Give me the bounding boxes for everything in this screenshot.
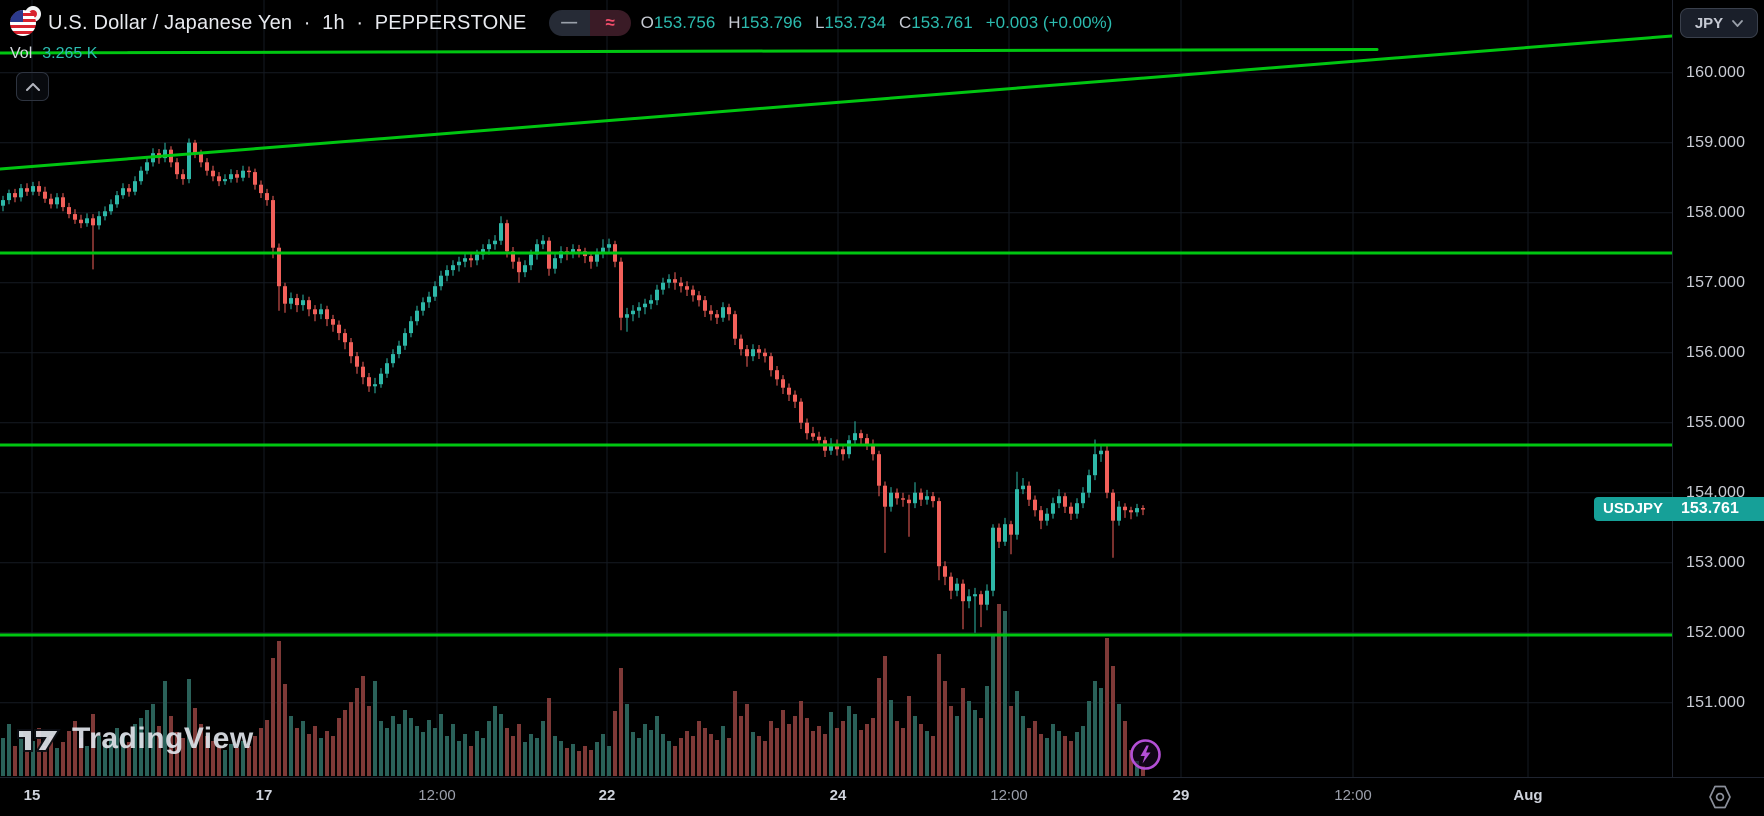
ohlc-item: L153.734 (815, 13, 886, 32)
time-scale-label: 29 (1172, 787, 1190, 804)
price-scale-label: 152.000 (1686, 623, 1746, 641)
time-scale-label: 12:00 (990, 787, 1028, 804)
price-scale-label: 151.000 (1686, 693, 1746, 711)
volume-value: 3.265 K (42, 45, 98, 62)
chart-pane[interactable] (0, 0, 1674, 777)
waves-icon[interactable]: ≈ (589, 10, 631, 36)
minus-icon[interactable]: — (548, 10, 590, 36)
currency-selector[interactable]: JPY (1680, 8, 1758, 38)
quick-action-lightning-button[interactable] (1129, 738, 1162, 771)
symbol-price-tag: USDJPY (1594, 497, 1673, 521)
volume-readout: Vol 3.265 K (10, 45, 97, 63)
symbol-title[interactable]: U.S. Dollar / Japanese Yen · 1h · PEPPER… (48, 11, 527, 34)
tradingview-logo-icon (17, 729, 61, 752)
time-scale[interactable]: 15 17 12:00 22 24 12:00 29 12:00 Aug (0, 777, 1764, 816)
chart-legend: U.S. Dollar / Japanese Yen · 1h · PEPPER… (10, 6, 1113, 38)
last-price-tag: 153.761 (1672, 497, 1764, 521)
ohlc-item: O153.756 (640, 13, 716, 32)
ohlc-item: H153.796 (728, 13, 803, 32)
price-scale-label: 159.000 (1686, 133, 1746, 151)
price-scale[interactable]: 160.000 159.000 158.000 157.000 156.000 155.0… (1672, 0, 1764, 777)
timezone-settings-button[interactable] (1706, 784, 1734, 810)
price-scale-label: 158.000 (1686, 203, 1746, 221)
indicator-toggle-pill[interactable]: — ≈ (548, 10, 631, 36)
price-scale-label: 153.000 (1686, 553, 1746, 571)
time-scale-label: Aug (1513, 787, 1543, 804)
price-change: +0.003 (+0.00%) (985, 13, 1113, 32)
tradingview-watermark: TradingView (15, 722, 254, 756)
price-scale-label: 156.000 (1686, 343, 1746, 361)
watermark-text: TradingView (72, 722, 254, 755)
exchange-label: PEPPERSTONE (374, 11, 527, 34)
price-scale-label: 154.000 (1686, 483, 1746, 501)
volume-label: Vol (10, 45, 33, 62)
price-scale-label: 157.000 (1686, 273, 1746, 291)
time-scale-label: 15 (23, 787, 41, 804)
usdjpy-flag-icon (10, 6, 41, 38)
currency-label: JPY (1694, 14, 1724, 32)
lightning-icon (1130, 739, 1161, 770)
ohlc-item: C153.761 (898, 13, 973, 32)
interval-label: 1h (322, 11, 345, 34)
price-chart-canvas[interactable] (0, 0, 1674, 777)
ohlc-values: O153.756 H153.796 L153.734 C153.761 (641, 13, 986, 33)
time-scale-label: 12:00 (1334, 787, 1372, 804)
price-scale-label: 160.000 (1686, 63, 1746, 81)
settings-hex-icon (1709, 785, 1731, 809)
chevron-down-icon (1732, 19, 1744, 27)
chevron-up-icon (25, 82, 40, 91)
time-scale-label: 22 (598, 787, 616, 804)
time-scale-label: 12:00 (418, 787, 456, 804)
price-scale-label: 155.000 (1686, 413, 1746, 431)
collapse-legend-button[interactable] (16, 72, 49, 101)
time-scale-label: 17 (255, 787, 273, 804)
time-scale-label: 24 (829, 787, 847, 804)
